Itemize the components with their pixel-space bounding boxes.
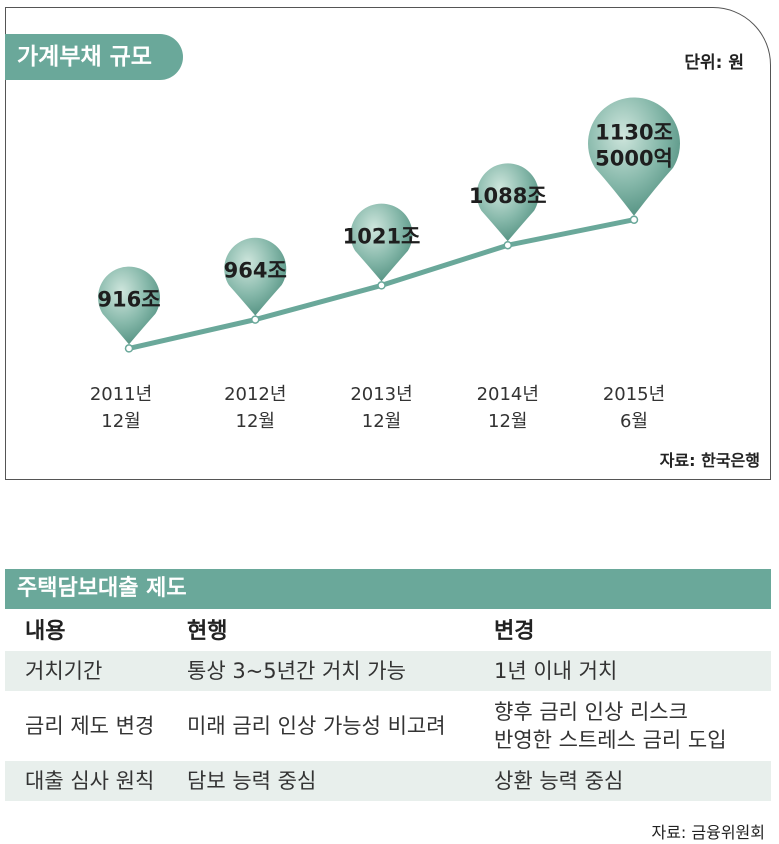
cell-item: 금리 제도 변경	[5, 692, 177, 760]
data-pin-marker	[224, 237, 287, 316]
cell-change-line: 반영한 스트레스 금리 도입	[494, 728, 727, 752]
data-label: 916조	[97, 287, 160, 311]
cell-item: 대출 심사 원칙	[5, 760, 177, 801]
x-tick-label: 12월	[488, 411, 527, 432]
cell-change: 향후 금리 인상 리스크 반영한 스트레스 금리 도입	[484, 692, 771, 760]
cell-current: 담보 능력 중심	[177, 760, 484, 801]
x-tick-label: 2011년	[90, 384, 152, 405]
header-current: 현행	[187, 619, 228, 644]
x-tick-label: 2013년	[350, 384, 412, 405]
table-row: 거치기간 통상 3~5년간 거치 가능 1년 이내 거치	[5, 650, 771, 692]
cell-current: 통상 3~5년간 거치 가능	[177, 650, 484, 692]
table-source: 자료: 금융위원회	[651, 823, 765, 842]
cell-change: 1년 이내 거치	[484, 650, 771, 692]
data-pin-marker	[350, 203, 413, 282]
table-header-row: 내용 현행 변경	[5, 609, 771, 650]
data-label: 1130조	[595, 121, 673, 145]
data-point	[377, 281, 386, 290]
policy-table: 내용 현행 변경 거치기간 통상 3~5년간 거치 가능 1년 이내 거치 금리…	[5, 609, 771, 801]
data-label: 1021조	[343, 224, 421, 248]
cell-change-line: 향후 금리 인상 리스크	[494, 700, 688, 724]
table-title: 주택담보대출 제도	[5, 569, 771, 609]
x-tick-label: 12월	[101, 411, 140, 432]
data-point	[251, 315, 260, 324]
cell-change-line: 1년 이내 거치	[494, 659, 618, 683]
x-tick-label: 2015년	[603, 384, 665, 405]
cell-item: 거치기간	[5, 650, 177, 692]
unit-label: 단위: 원	[684, 53, 744, 73]
data-label: 964조	[224, 259, 287, 283]
data-label: 5000억	[595, 147, 673, 171]
cell-current: 미래 금리 인상 가능성 비고려	[177, 692, 484, 760]
header-item: 내용	[25, 619, 66, 644]
header-change: 변경	[494, 619, 535, 644]
chart-title: 가계부채 규모	[5, 34, 183, 80]
data-point	[503, 240, 512, 250]
cell-change-line: 상환 능력 중심	[494, 769, 624, 793]
data-pin-marker	[98, 266, 161, 345]
mortgage-policy-section: 주택담보대출 제도 내용 현행 변경 거치기간 통상 3~5년간 거치 가능 1…	[5, 569, 771, 842]
cell-change: 상환 능력 중심	[484, 760, 771, 801]
x-tick-label: 12월	[236, 411, 275, 432]
x-tick-label: 6월	[620, 411, 648, 432]
data-point	[629, 215, 639, 224]
data-pin-marker	[476, 163, 539, 242]
data-pin-marker	[588, 97, 680, 216]
x-tick-label: 2012년	[224, 384, 286, 405]
data-point	[124, 344, 134, 353]
household-debt-chart-panel: 가계부채 규모 단위: 원 916조 964조 1021조 1088조 1130조 500…	[5, 7, 771, 480]
data-label: 1088조	[469, 184, 547, 208]
chart-source: 자료: 한국은행	[659, 451, 760, 470]
x-tick-label: 2014년	[477, 384, 539, 405]
x-tick-label: 12월	[362, 411, 401, 432]
table-row: 대출 심사 원칙 담보 능력 중심 상환 능력 중심	[5, 760, 771, 801]
table-row: 금리 제도 변경 미래 금리 인상 가능성 비고려 향후 금리 인상 리스크 반…	[5, 692, 771, 760]
